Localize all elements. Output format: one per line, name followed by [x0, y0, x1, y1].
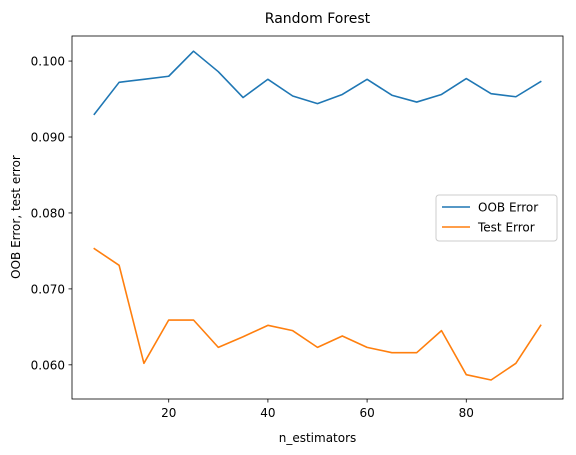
y-tick-label: 0.060: [31, 358, 65, 372]
series-line-2: [93, 247, 542, 381]
y-axis-ticks: 0.060 0.070 0.080 0.090 0.100: [31, 55, 72, 372]
y-tick-label: 0.080: [31, 206, 65, 220]
x-tick-label: 40: [260, 406, 275, 420]
x-axis-ticks: 20 40 60 80: [161, 399, 474, 420]
y-tick-label: 0.090: [31, 131, 65, 145]
x-tick-label: 20: [161, 406, 176, 420]
y-tick-label: 0.100: [31, 55, 65, 69]
legend-label-2: Test Error: [477, 221, 535, 235]
x-tick-label: 60: [359, 406, 374, 420]
y-tick-label: 0.070: [31, 282, 65, 296]
series-line-1: [93, 50, 542, 116]
plot-area: [71, 35, 564, 400]
x-tick-label: 80: [459, 406, 474, 420]
axes-frame: [71, 35, 564, 400]
chart-title: Random Forest: [265, 11, 371, 27]
legend: OOB Error Test Error: [435, 194, 558, 242]
legend-label-1: OOB Error: [478, 201, 538, 215]
y-axis-label: OOB Error, test error: [9, 155, 23, 279]
x-axis-label: n_estimators: [279, 431, 357, 445]
